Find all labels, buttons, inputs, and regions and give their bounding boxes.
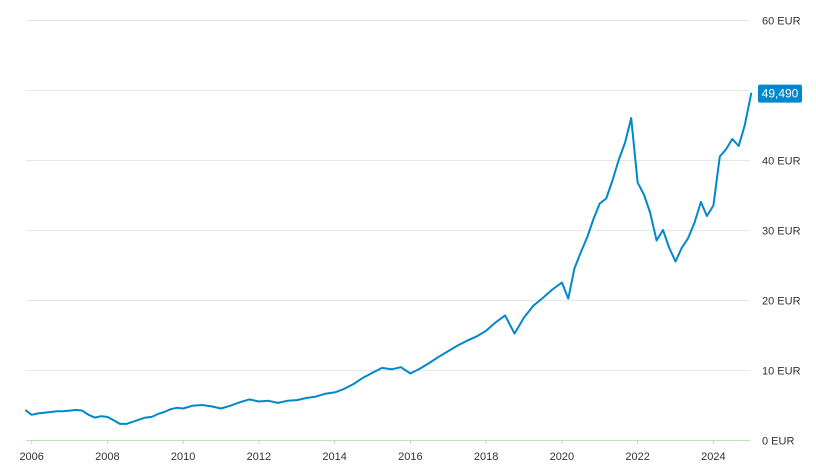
x-tick-label: 2010 [171, 451, 195, 463]
x-axis-labels: 2006 2008 2010 2012 2014 2016 2018 2020 2022 2024 [19, 451, 725, 463]
x-tick-label: 2020 [550, 451, 574, 463]
gridlines [26, 20, 750, 444]
price-series-line [25, 92, 753, 425]
x-tick-label: 2012 [247, 451, 271, 463]
last-value-badge: 49,490 [758, 84, 802, 103]
last-value-badge-bg [758, 84, 802, 103]
y-tick-label: 60 EUR [762, 16, 801, 28]
y-tick-label: 40 EUR [762, 156, 801, 168]
x-tick-label: 2024 [701, 451, 725, 463]
y-tick-label: 10 EUR [762, 366, 801, 378]
y-tick-label: 0 EUR [762, 436, 794, 448]
y-tick-label: 30 EUR [762, 226, 801, 238]
y-tick-label: 20 EUR [762, 296, 801, 308]
x-tick-label: 2014 [322, 451, 346, 463]
x-tick-label: 2018 [474, 451, 498, 463]
x-tick-label: 2016 [398, 451, 422, 463]
x-tick-label: 2022 [625, 451, 649, 463]
x-tick-label: 2006 [19, 451, 43, 463]
x-tick-label: 2008 [95, 451, 119, 463]
last-value-label: 49,490 [762, 87, 799, 101]
